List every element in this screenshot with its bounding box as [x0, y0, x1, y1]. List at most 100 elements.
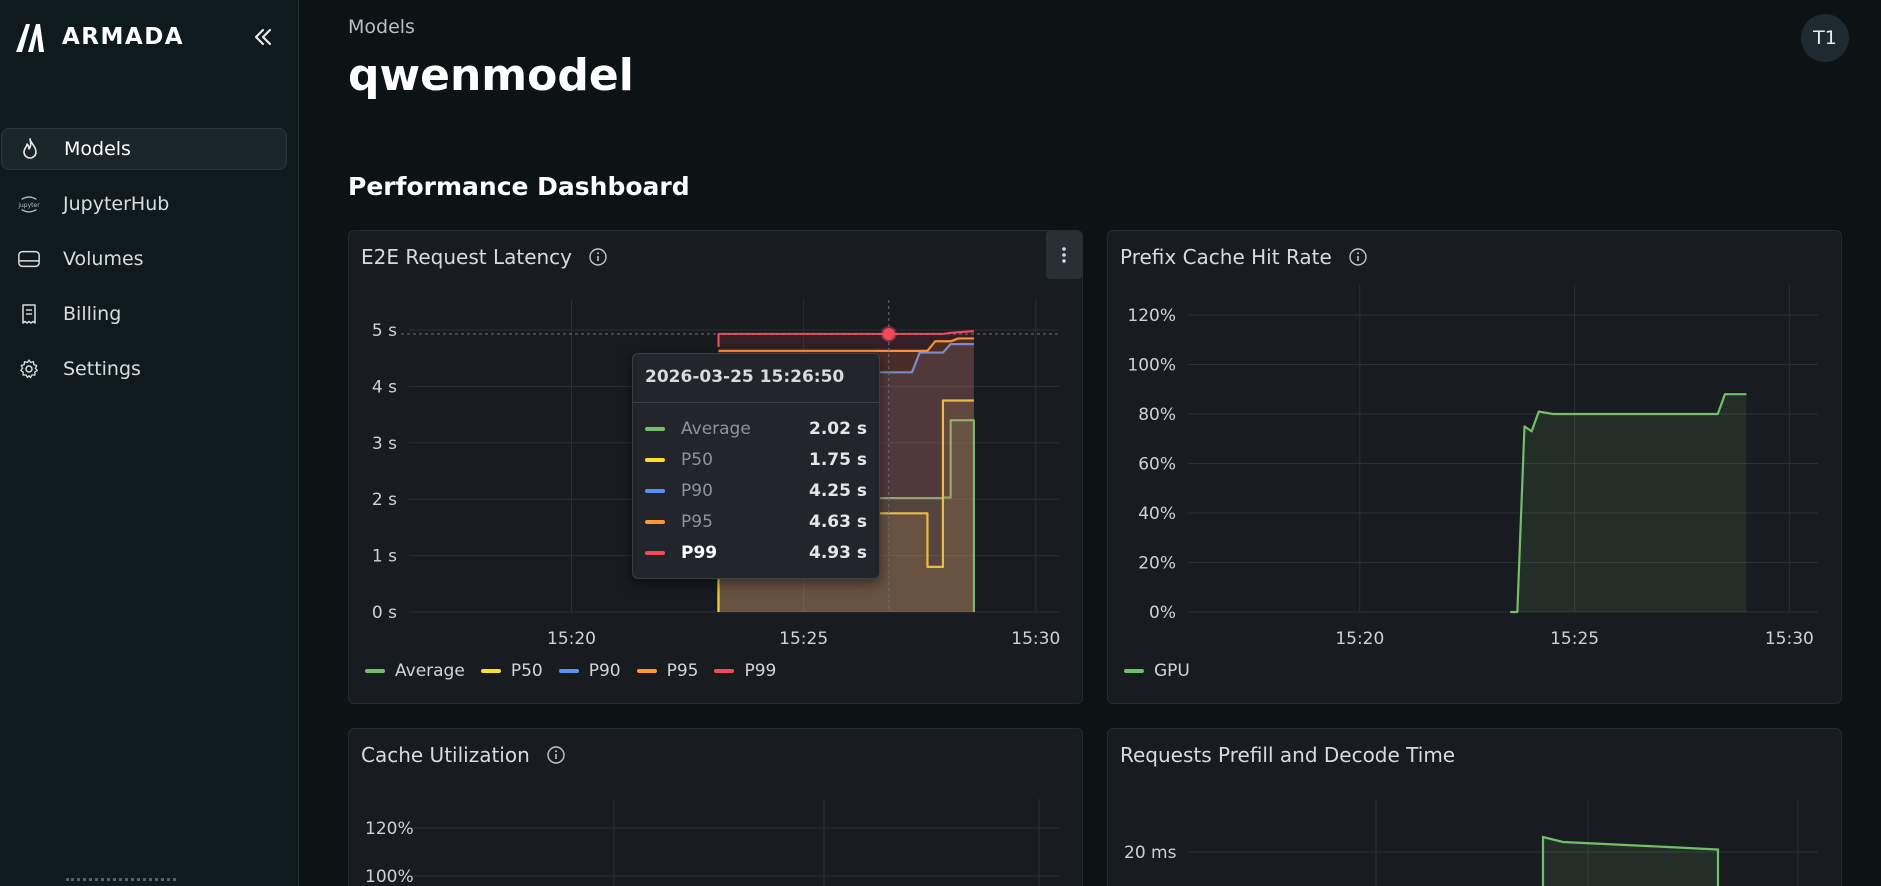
legend-item-average[interactable]: Average [365, 661, 465, 681]
jupyter-icon: jupyter [17, 192, 41, 216]
legend: GPU [1124, 661, 1190, 681]
panel-title: Cache Utilization [361, 743, 566, 767]
tooltip-row-p90: P90 4.25 s [645, 480, 867, 502]
y-tick-label: 2 s [372, 490, 397, 510]
series-area-gpu [1510, 394, 1747, 612]
series-line-p99 [717, 330, 974, 347]
tooltip-row-p50: P50 1.75 s [645, 449, 867, 471]
gear-icon [17, 357, 41, 381]
y-tick-label: 3 s [372, 434, 397, 454]
more-vertical-icon [1062, 247, 1066, 263]
y-tick-label: 20 ms [1124, 843, 1177, 863]
legend-item-p50[interactable]: P50 [480, 661, 543, 681]
legend-item-p99[interactable]: P99 [714, 661, 776, 681]
prefix-cache-chart[interactable]: 0% 20% 40% 60% 80% 100% 120% 15:20 15:25 15:30 [1108, 231, 1842, 704]
y-tick-label: 5 s [372, 321, 397, 341]
tooltip-series-name: P99 [681, 543, 718, 563]
tooltip-series-name: P90 [681, 481, 713, 501]
tooltip-swatch [645, 489, 665, 493]
tooltip-row-p99: P99 4.93 s [645, 542, 867, 564]
sidebar-footer [66, 878, 176, 886]
x-tick-label: 15:25 [779, 629, 828, 649]
y-tick-label: 80% [1138, 405, 1176, 425]
sidebar-nav: Models jupyter JupyterHub Volumes Billin… [0, 128, 287, 403]
chart-series [1510, 393, 1747, 614]
tooltip-series-name: Average [681, 419, 751, 439]
legend-label: Average [395, 661, 465, 681]
sidebar-item-label: Billing [63, 303, 122, 325]
tooltip-series-name: P50 [681, 450, 713, 470]
tooltip-swatch [645, 551, 665, 555]
info-icon[interactable] [588, 247, 608, 267]
sidebar: ARMADA Models jupyter JupyterHub [0, 0, 299, 886]
sidebar-item-label: JupyterHub [63, 193, 170, 215]
brand-logo[interactable]: ARMADA [14, 20, 184, 54]
legend-item-gpu[interactable]: GPU [1124, 661, 1190, 681]
tooltip-series-value: 4.63 s [809, 512, 867, 532]
sidebar-item-volumes[interactable]: Volumes [1, 238, 287, 280]
crosshair-point [880, 325, 897, 342]
legend-swatch [365, 669, 385, 673]
chart-tooltip: 2026-03-25 15:26:50 Average 2.02 s P50 1.7… [632, 353, 880, 579]
y-tick-label: 1 s [372, 547, 397, 567]
legend-label: P95 [666, 661, 699, 681]
y-tick-label: 40% [1138, 504, 1176, 524]
panel-title-text: Cache Utilization [361, 743, 530, 767]
sidebar-item-label: Models [64, 138, 131, 160]
flame-icon [18, 137, 42, 161]
y-tick-label: 0% [1149, 603, 1176, 623]
legend-swatch [714, 669, 735, 673]
tooltip-swatch [645, 427, 665, 431]
prefill-decode-chart[interactable]: 20 ms [1108, 729, 1842, 886]
tooltip-time: 2026-03-25 15:26:50 [645, 367, 845, 387]
tooltip-divider [633, 402, 879, 403]
tooltip-series-name: P95 [681, 512, 713, 532]
legend-swatch [558, 669, 579, 673]
panel-title-text: Prefix Cache Hit Rate [1120, 245, 1332, 269]
legend-label: GPU [1154, 661, 1190, 681]
sidebar-item-billing[interactable]: Billing [1, 293, 287, 335]
breadcrumb[interactable]: Models [348, 16, 415, 38]
x-tick-label: 15:30 [1765, 629, 1814, 649]
sidebar-item-settings[interactable]: Settings [1, 348, 287, 390]
panel-title-text: E2E Request Latency [361, 245, 573, 269]
tooltip-swatch [645, 458, 665, 462]
legend: Average P50 P90 P95 P99 [365, 661, 776, 681]
info-icon[interactable] [1348, 247, 1368, 267]
tooltip-series-value: 2.02 s [809, 419, 867, 439]
tooltip-row-average: Average 2.02 s [645, 418, 867, 440]
legend-swatch [636, 669, 657, 673]
section-title: Performance Dashboard [348, 172, 690, 201]
y-tick-label: 120% [365, 819, 414, 839]
x-tick-label: 15:30 [1011, 629, 1060, 649]
panel-title: Prefix Cache Hit Rate [1120, 245, 1368, 269]
tooltip-series-value: 4.93 s [809, 543, 867, 563]
receipt-icon [17, 302, 41, 326]
y-tick-label: 100% [1127, 356, 1176, 376]
panel-requests-prefill-decode-time: Requests Prefill and Decode Time 20 ms [1107, 728, 1842, 886]
panel-title-text: Requests Prefill and Decode Time [1120, 743, 1456, 767]
series-line-gpu [1510, 393, 1747, 614]
svg-text:jupyter: jupyter [17, 202, 40, 209]
cache-utilization-chart[interactable]: 100% 120% [349, 729, 1083, 886]
sidebar-item-label: Settings [63, 358, 141, 380]
y-tick-label: 4 s [372, 377, 397, 397]
panel-menu-button[interactable] [1046, 231, 1082, 279]
sidebar-item-jupyterhub[interactable]: jupyter JupyterHub [1, 183, 287, 225]
panel-prefix-cache-hit-rate: Prefix Cache Hit Rate 0% 20% 40% 60% 80% 100%… [1107, 230, 1842, 704]
legend-item-p95[interactable]: P95 [636, 661, 699, 681]
y-tick-label: 20% [1138, 554, 1176, 574]
sidebar-item-models[interactable]: Models [1, 128, 287, 170]
page-title: qwenmodel [348, 50, 634, 101]
legend-item-p90[interactable]: P90 [558, 661, 621, 681]
tooltip-series-value: 4.25 s [809, 481, 867, 501]
collapse-sidebar-button[interactable] [246, 20, 280, 54]
x-tick-label: 15:25 [1550, 629, 1599, 649]
sidebar-item-label: Volumes [63, 248, 144, 270]
legend-label: P99 [744, 661, 777, 681]
avatar[interactable]: T1 [1801, 14, 1849, 62]
y-tick-label: 0 s [372, 603, 397, 623]
tooltip-swatch [645, 520, 665, 524]
info-icon[interactable] [546, 745, 566, 765]
brand-name: ARMADA [62, 24, 185, 50]
